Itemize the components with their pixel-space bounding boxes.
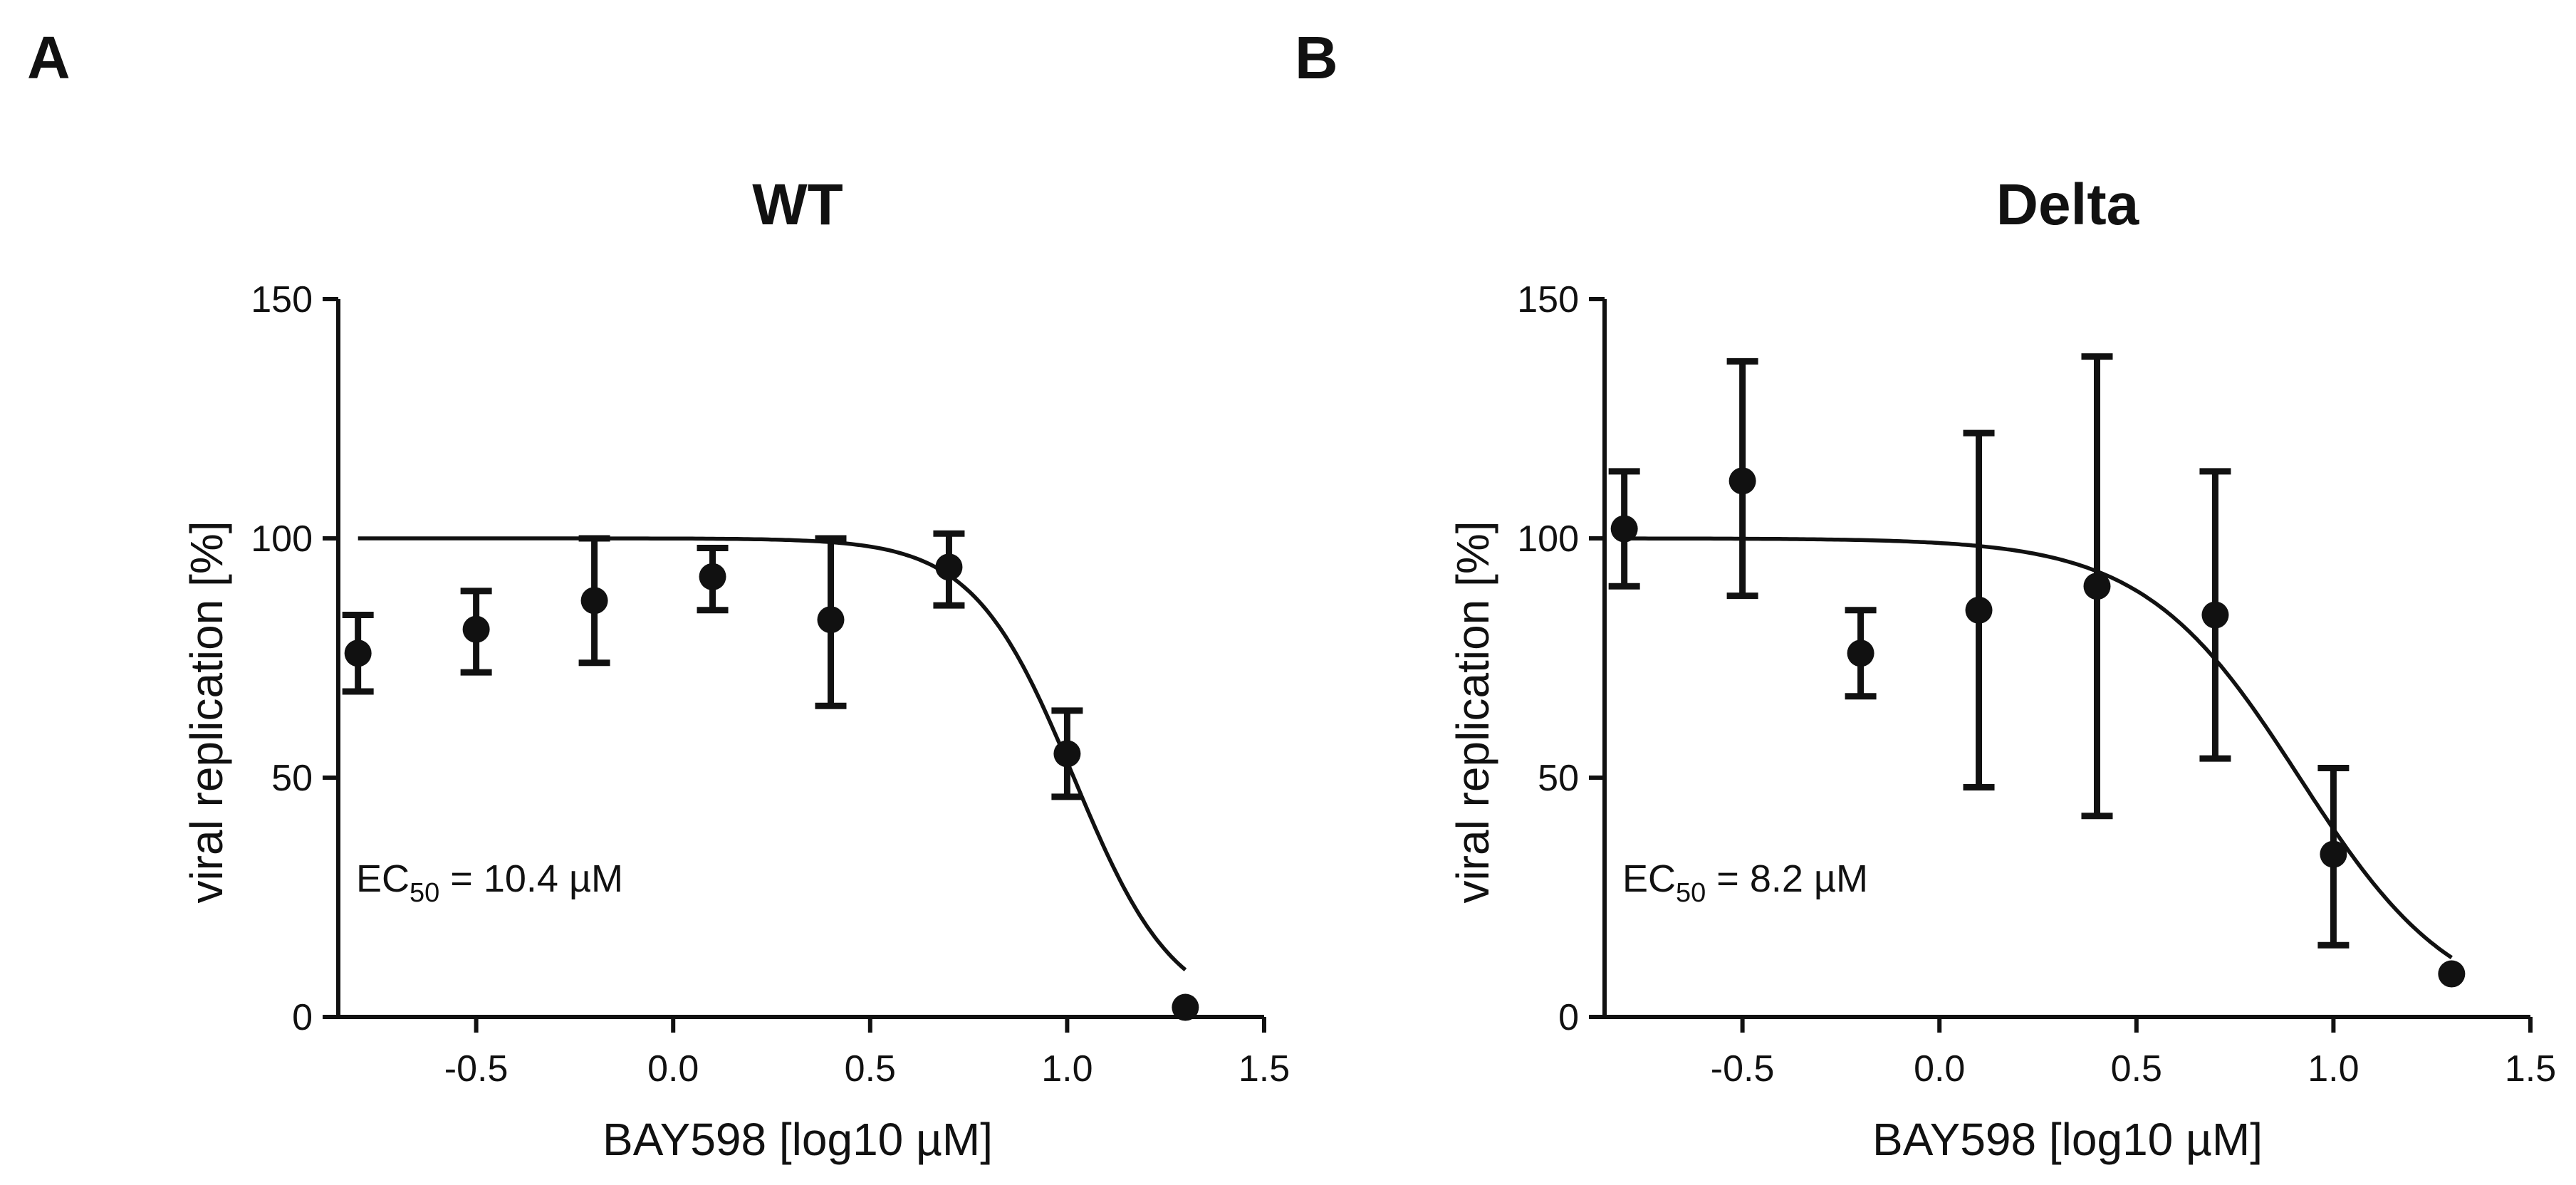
y-tick-label: 150 (251, 279, 313, 320)
ec50-subscript: 50 (1676, 878, 1706, 908)
fit-curve (358, 536, 1187, 971)
ec50-annotation: EC50 = 10.4 µM (356, 857, 623, 908)
fit-curve-group (358, 536, 1187, 971)
data-point (1053, 740, 1081, 768)
data-point (935, 553, 963, 581)
x-tick-label: -0.5 (444, 1048, 509, 1090)
y-axis-label: viral replication [%] (181, 521, 232, 903)
data-point (1728, 467, 1756, 495)
ec50-prefix: EC (1622, 857, 1676, 900)
y-tick-label: 100 (1517, 518, 1579, 560)
x-tick-label: 1.5 (2505, 1048, 2556, 1090)
axes: 0 50 100 150 -0.5 0.0 0.5 1.0 1.5 (1517, 279, 2556, 1090)
x-axis-label: BAY598 [log10 µM] (1872, 1114, 2263, 1165)
fit-curve-group (1624, 536, 2453, 959)
x-tick-label: 1.5 (1239, 1048, 1290, 1090)
data-point (1172, 993, 1199, 1021)
data-point (462, 615, 490, 643)
data-point (2083, 573, 2111, 600)
panel-b: B Delta BAY598 [log10 µM] viral replicat… (1295, 24, 2556, 1165)
data-point (1965, 596, 1993, 624)
y-tick-label: 0 (292, 997, 313, 1038)
x-tick-label: 1.0 (1041, 1048, 1093, 1090)
panel-letter-b: B (1295, 24, 1338, 91)
x-tick-label: 1.0 (2308, 1048, 2359, 1090)
ec50-value: = 8.2 µM (1706, 857, 1868, 900)
y-tick-label: 50 (271, 758, 313, 799)
panel-letter-a: A (27, 24, 71, 91)
data-point (2320, 840, 2347, 868)
x-tick-label: 0.0 (1914, 1048, 1965, 1090)
chart-title-delta: Delta (1996, 172, 2140, 237)
x-tick-label: 0.0 (647, 1048, 699, 1090)
data-point (344, 640, 372, 667)
data-points-group (1608, 353, 2466, 988)
y-tick-label: 0 (1558, 997, 1579, 1038)
ec50-subscript: 50 (410, 878, 439, 908)
x-tick-label: -0.5 (1711, 1048, 1775, 1090)
panel-a: A WT BAY598 [log10 µM] viral replication… (27, 24, 1290, 1165)
chart-title-wt: WT (752, 172, 843, 237)
y-tick-label: 100 (251, 518, 313, 560)
x-tick-label: 0.5 (845, 1048, 896, 1090)
y-tick-label: 50 (1538, 758, 1579, 799)
x-tick-label: 0.5 (2111, 1048, 2162, 1090)
x-axis-label: BAY598 [log10 µM] (603, 1114, 993, 1165)
ec50-value: = 10.4 µM (439, 857, 623, 900)
data-point (2201, 601, 2229, 629)
data-point (1610, 515, 1638, 543)
data-point (817, 606, 845, 634)
data-points-group (342, 530, 1199, 1021)
ec50-annotation: EC50 = 8.2 µM (1622, 857, 1868, 908)
fit-curve (1624, 536, 2453, 959)
y-axis-label: viral replication [%] (1447, 521, 1498, 903)
data-point (2438, 960, 2466, 988)
data-point (1847, 640, 1874, 667)
data-point (580, 587, 608, 615)
data-point (699, 563, 726, 590)
axes: 0 50 100 150 -0.5 0.0 0.5 1.0 1.5 (251, 279, 1290, 1090)
y-tick-label: 150 (1517, 279, 1579, 320)
ec50-prefix: EC (356, 857, 410, 900)
